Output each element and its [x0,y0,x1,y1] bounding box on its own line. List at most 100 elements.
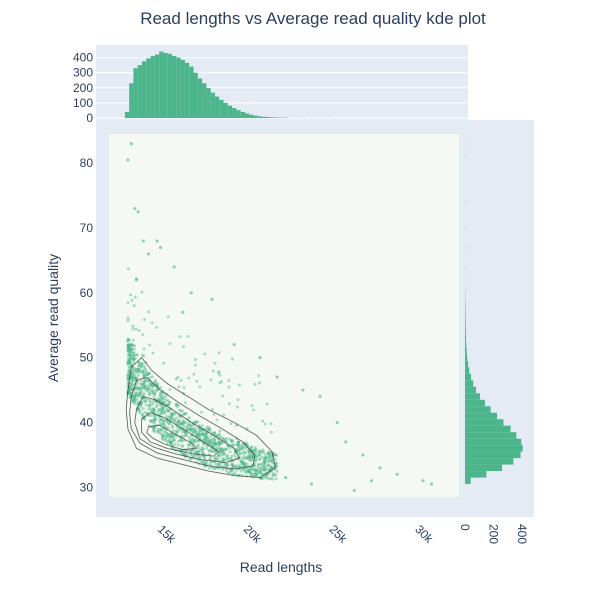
scatter-point [255,456,258,459]
scatter-point [228,471,231,474]
right-histogram-bar [465,348,467,354]
scatter-point [153,395,156,398]
scatter-point [134,296,137,299]
right-histogram-bar [465,478,471,484]
scatter-point [183,386,186,389]
y-tick-label: 60 [80,286,94,300]
scatter-point [164,430,167,433]
scatter-point [209,378,212,381]
scatter-point [210,298,213,301]
right-histogram-bar [465,406,491,412]
top-histogram-bar [163,53,167,118]
scatter-point [218,444,221,447]
scatter-point [148,383,151,386]
scatter-point [275,454,278,457]
scatter-point [141,413,144,416]
scatter-point [243,450,246,453]
scatter-point [275,477,278,480]
scatter-point [257,470,260,473]
scatter-point [188,423,191,426]
y-tick-label: 30 [80,480,94,494]
scatter-point [184,412,187,415]
scatter-point [147,388,150,391]
scatter-point [151,351,154,354]
scatter-point [190,291,193,294]
top-histogram-bar [181,60,185,118]
scatter-point [221,457,224,460]
scatter-point [159,386,162,389]
right-histogram-bar [465,328,466,334]
right-histogram-bar [465,367,469,373]
right-histogram-bar [465,471,486,477]
scatter-point [127,343,130,346]
top-histogram-bar [142,61,146,118]
right-histogram-bar [465,413,497,419]
scatter-point [269,422,272,425]
right-histogram-bar [465,387,476,393]
scatter-point [263,453,266,456]
scatter-point [163,409,166,412]
scatter-point [257,374,260,377]
scatter-point [137,368,140,371]
scatter-point [188,416,191,419]
x-tick-label: 20k [241,522,265,546]
right-histogram-bar [465,445,523,451]
scatter-point [141,333,144,336]
scatter-point [202,438,205,441]
y-tick-label: 40 [80,415,94,429]
right-histogram-tick-label: 200 [487,524,501,544]
scatter-point [165,415,168,418]
scatter-point [254,383,257,386]
scatter-point [138,329,141,332]
scatter-point [184,401,187,404]
scatter-point [175,417,178,420]
scatter-point [143,365,146,368]
scatter-point [301,388,304,391]
y-tick-label: 70 [80,221,94,235]
scatter-point [268,453,271,456]
scatter-point [168,388,171,391]
scatter-point [231,358,234,361]
scatter-point [198,385,201,388]
scatter-point [202,451,205,454]
top-histogram-bar [189,67,193,118]
scatter-point [181,311,184,314]
scatter-point [211,467,214,470]
scatter-point [213,442,216,445]
scatter-point [169,412,172,415]
scatter-point [257,454,260,457]
top-histogram-bar [193,73,197,118]
right-histogram-bar [465,465,502,471]
scatter-point [218,462,221,465]
scatter-point [169,342,172,345]
scatter-point [153,392,156,395]
scatter-point [175,403,178,406]
right-histogram-bar [465,380,473,386]
scatter-point [192,428,195,431]
scatter-point [140,291,143,294]
scatter-point [134,367,137,370]
scatter-point [232,465,235,468]
right-histogram-tick-label: 0 [458,524,472,531]
scatter-point [171,426,174,429]
top-histogram-tick-label: 100 [73,96,93,110]
scatter-point [200,448,203,451]
scatter-point [179,410,182,413]
y-tick-label: 80 [80,156,94,170]
scatter-point [129,360,132,363]
scatter-point [230,440,233,443]
top-histogram-bar [206,88,210,118]
scatter-point [201,432,204,435]
scatter-point [186,426,189,429]
scatter-point [174,443,177,446]
scatter-point [261,420,264,423]
scatter-point [421,479,424,482]
scatter-point [214,362,217,365]
scatter-point [140,366,143,369]
scatter-point [130,142,133,145]
scatter-point [370,479,373,482]
scatter-point [378,466,381,469]
scatter-point [137,374,140,377]
right-histogram-bar [465,458,513,464]
scatter-point [136,371,139,374]
